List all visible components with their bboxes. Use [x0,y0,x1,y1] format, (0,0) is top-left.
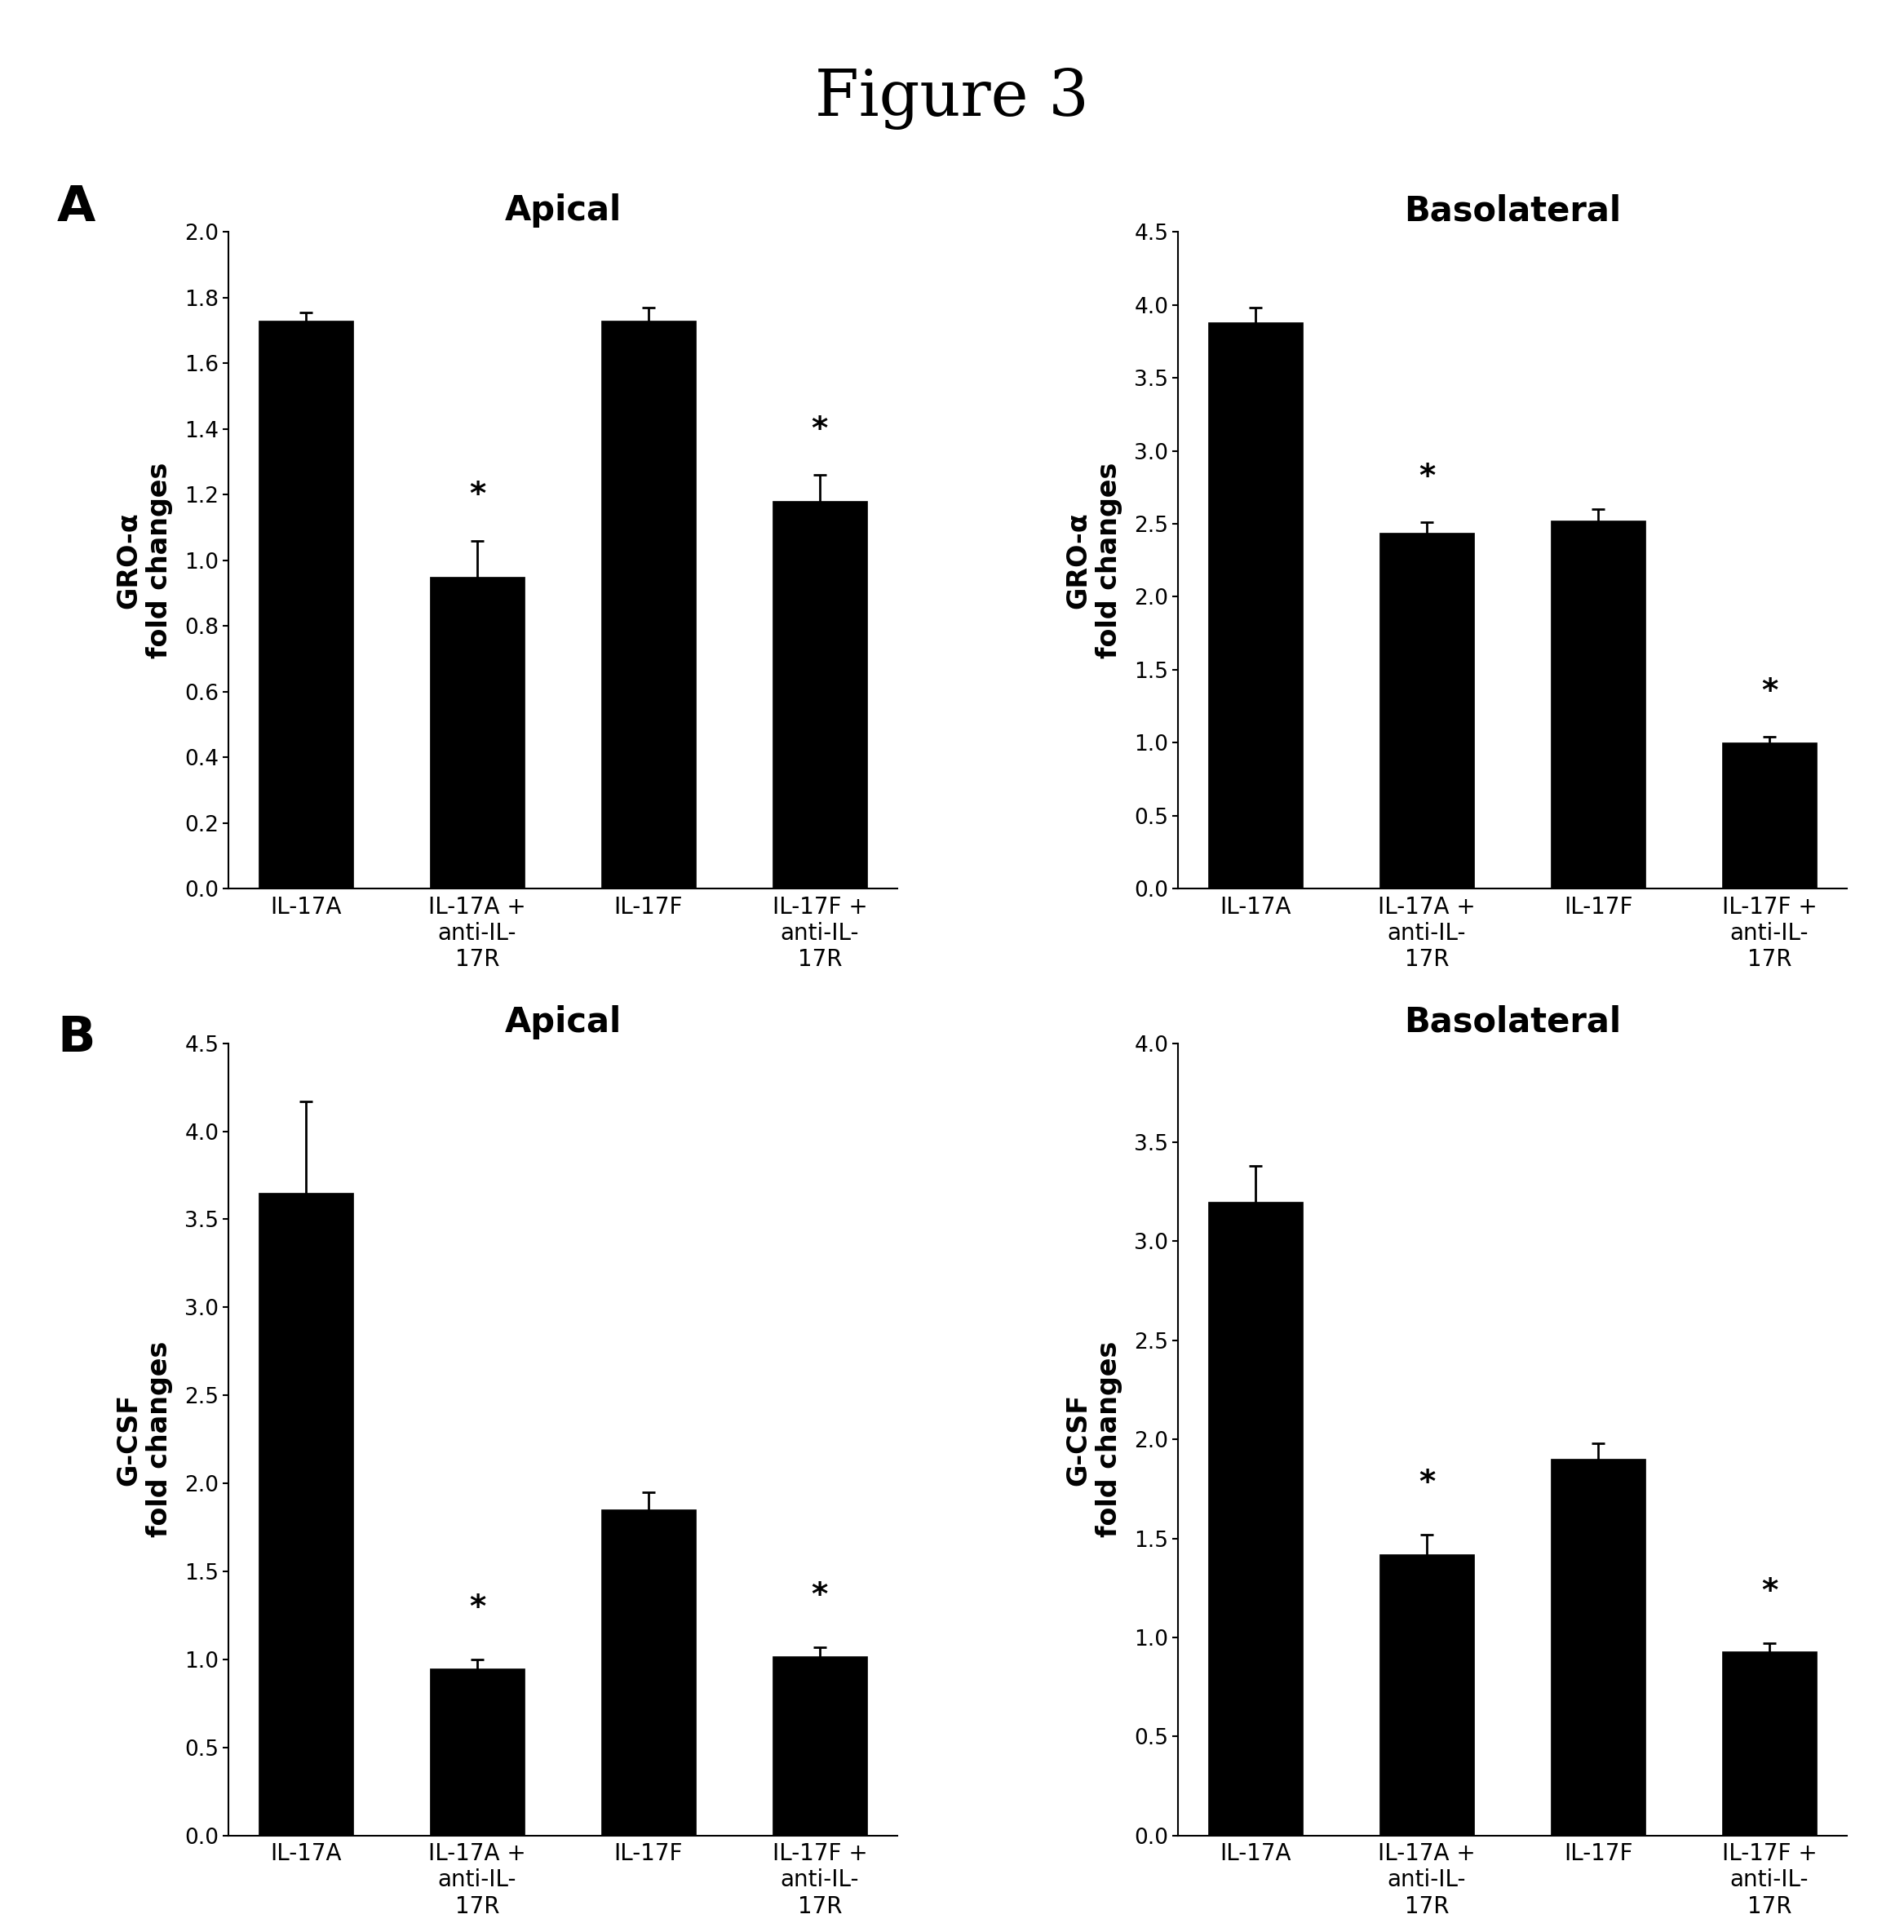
Text: *: * [811,413,828,444]
Text: *: * [1418,462,1436,493]
Bar [773,500,866,889]
Title: Apical: Apical [505,193,621,228]
Y-axis label: G-CSF
fold changes: G-CSF fold changes [1064,1341,1123,1538]
Text: B: B [57,1014,95,1063]
Y-axis label: GRO-α
fold changes: GRO-α fold changes [1064,462,1123,659]
Bar [773,1656,866,1835]
Text: *: * [468,479,486,510]
Bar [259,1192,352,1835]
Bar [1380,533,1474,889]
Bar [430,1667,524,1835]
Bar [1723,742,1816,889]
Title: Basolateral: Basolateral [1403,193,1620,228]
Title: Apical: Apical [505,1005,621,1039]
Text: *: * [1761,1577,1778,1607]
Text: *: * [1418,1468,1436,1499]
Bar [430,576,524,889]
Bar [259,321,352,889]
Text: *: * [1761,676,1778,707]
Bar [1552,1459,1645,1835]
Text: A: A [57,184,95,232]
Bar [602,1509,695,1835]
Bar [602,321,695,889]
Bar [1209,323,1302,889]
Bar [1380,1553,1474,1835]
Text: Figure 3: Figure 3 [815,68,1089,129]
Bar [1209,1202,1302,1835]
Text: *: * [811,1580,828,1611]
Y-axis label: G-CSF
fold changes: G-CSF fold changes [114,1341,173,1538]
Bar [1723,1652,1816,1835]
Bar [1552,522,1645,889]
Title: Basolateral: Basolateral [1403,1005,1620,1039]
Y-axis label: GRO-α
fold changes: GRO-α fold changes [114,462,173,659]
Text: *: * [468,1592,486,1623]
